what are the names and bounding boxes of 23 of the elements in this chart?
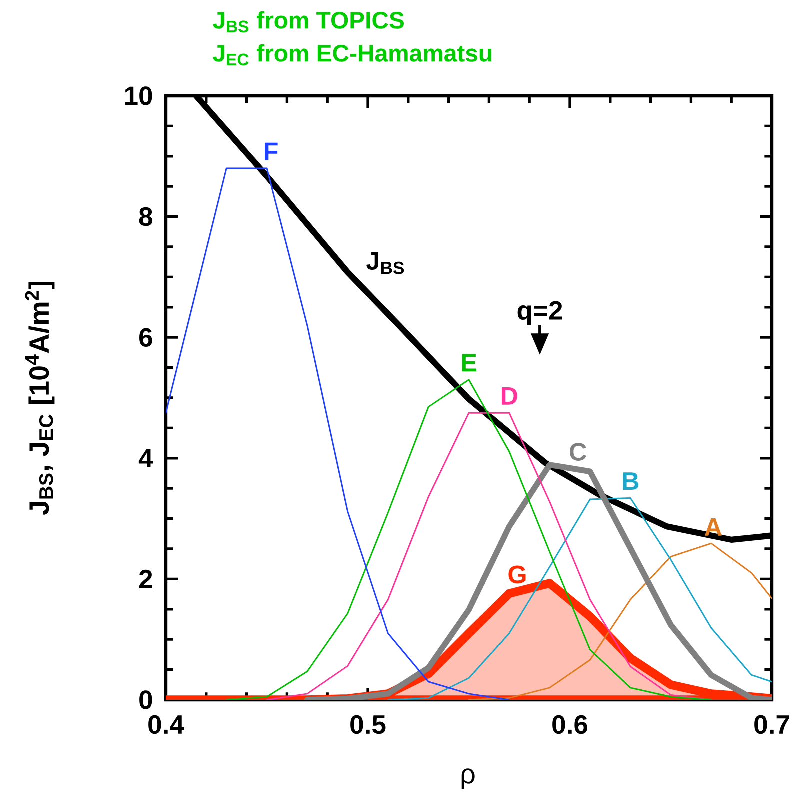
x-axis-title: ρ: [462, 768, 475, 790]
y-tick-label: 4: [138, 449, 154, 468]
text: J$_{BS}$, J$_{EC}$ [10$^{4}$A/m$^{2}$]: [25, 282, 55, 516]
annotation: G: [508, 566, 526, 584]
y-tick-label: 2: [139, 570, 152, 588]
chart-title: J$_{BS}$ from TOPICS: [213, 11, 404, 33]
y-tick-label: 8: [139, 207, 152, 226]
annotation: B: [623, 472, 639, 490]
x-tick-label: 0.6: [552, 715, 588, 734]
annotation: J$_{BS}$: [366, 252, 404, 274]
x-tick-label: 0.5: [350, 715, 386, 734]
annotation: F: [265, 142, 278, 160]
annotation: D: [502, 387, 518, 405]
y-tick-label: 10: [125, 86, 152, 106]
x-tick-label: 0.4: [148, 715, 184, 734]
annotation: C: [570, 443, 586, 462]
y-tick-label: 6: [140, 328, 152, 347]
chart-subtitle: J$_{EC}$ from EC-Hamamatsu: [213, 44, 492, 66]
annotation: E: [462, 354, 476, 372]
annotation: A: [704, 518, 722, 536]
x-tick-label: 0.7: [754, 715, 790, 734]
annotation: q=2: [518, 301, 562, 326]
y-tick-label: 0: [140, 690, 152, 710]
